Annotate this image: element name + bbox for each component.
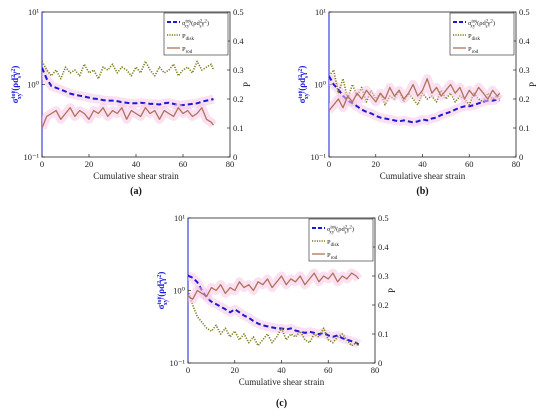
x-tick-label: 80 <box>371 365 380 375</box>
legend-label-sigma: σtot xy/(ρd2 sγ2) <box>182 20 209 30</box>
x-tick-label: 20 <box>85 159 94 169</box>
y-right-tick-label: 0 <box>233 152 237 162</box>
x-tick-label: 80 <box>512 159 521 169</box>
panel-label: (a) <box>130 186 142 197</box>
x-tick-label: 20 <box>231 365 240 375</box>
y-right-axis-label: P <box>387 288 397 293</box>
y-right-tick-label: 0.5 <box>519 7 530 17</box>
x-tick-label: 0 <box>40 159 44 169</box>
y-left-tick-label: 10⁰ <box>173 286 186 296</box>
x-tick-label: 20 <box>372 159 381 169</box>
y-right-tick-label: 0.2 <box>519 94 530 104</box>
x-tick-label: 0 <box>186 365 190 375</box>
legend: σtot xy/(ρd2 sγ2) Pdisk Prod <box>163 12 229 56</box>
y-right-tick-label: 0.5 <box>378 213 389 223</box>
y-left-tick-label: 10¹ <box>28 7 40 17</box>
y-left-axis-label: σtotxy/(ρd2sγ2) <box>10 66 23 104</box>
y-right-tick-label: 0.4 <box>519 36 530 46</box>
y-left-tick-label: 10¹ <box>174 213 186 223</box>
panel-label: (b) <box>416 186 428 197</box>
series-line-p-disk <box>188 290 360 347</box>
x-axis-label: Cumulative shear strain <box>93 171 179 181</box>
legend-label-rod: Prod <box>468 46 479 55</box>
y-right-tick-label: 0.4 <box>233 36 244 46</box>
y-right-tick-label: 0.1 <box>378 329 389 339</box>
series-line-sigma <box>42 67 214 107</box>
x-axis-label: Cumulative shear strain <box>239 377 325 387</box>
legend: σtot xy/(ρd2 sγ2) Pdisk Prod <box>449 12 515 56</box>
legend-label-sigma: σtot xy/(ρd2 sγ2) <box>468 20 495 30</box>
y-left-axis-label: σtotxy/(ρd2sγ2) <box>297 66 310 104</box>
x-tick-label: 40 <box>277 365 286 375</box>
y-left-axis-label: σtotxy/(ρd2sγ2) <box>156 272 169 310</box>
x-tick-label: 80 <box>226 159 235 169</box>
y-right-tick-label: 0.2 <box>378 300 389 310</box>
y-left-tick-label: 10⁻¹ <box>23 152 39 162</box>
legend-label-disk: Pdisk <box>468 33 480 42</box>
x-tick-label: 60 <box>465 159 474 169</box>
y-right-tick-label: 0.1 <box>519 123 530 133</box>
y-right-tick-label: 0.3 <box>519 65 530 75</box>
legend-label-sigma: σtot xy/(ρd2 sγ2) <box>327 226 354 236</box>
y-right-tick-label: 0.4 <box>378 242 389 252</box>
chart-panel-2: 0 20 40 60 80 10⁻¹ 10⁰ 10¹ 0 0.1 0.2 0.3 0.4 0.5 σtot x… <box>297 7 538 197</box>
y-right-tick-label: 0.3 <box>378 271 389 281</box>
series-line-sigma <box>329 75 500 124</box>
x-tick-label: 0 <box>327 159 331 169</box>
y-left-tick-label: 10¹ <box>315 7 327 17</box>
series-line-sigma <box>188 274 360 346</box>
y-right-tick-label: 0.1 <box>233 123 244 133</box>
legend: σtot xy/(ρd2 sγ2) Pdisk Prod <box>308 218 374 262</box>
series-line-p-rod <box>42 107 215 129</box>
panel-label: (c) <box>276 398 287 409</box>
y-left-tick-label: 10⁻¹ <box>169 358 185 368</box>
series-line-p-disk <box>42 60 215 80</box>
y-right-tick-label: 0 <box>519 152 523 162</box>
legend-label-rod: Prod <box>182 46 193 55</box>
x-tick-label: 40 <box>418 159 427 169</box>
y-right-axis-label: P <box>528 82 538 87</box>
y-left-tick-label: 10⁻¹ <box>310 152 326 162</box>
x-axis-label: Cumulative shear strain <box>380 171 466 181</box>
series-line-p-rod <box>329 78 501 112</box>
legend-label-disk: Pdisk <box>182 33 194 42</box>
chart-panel-3: 0 20 40 60 80 10⁻¹ 10⁰ 10¹ 0 0.1 0.2 0.3 0.4 0.5 σtot x… <box>156 213 397 409</box>
y-right-tick-label: 0 <box>378 358 382 368</box>
y-right-tick-label: 0.5 <box>233 7 244 17</box>
y-right-tick-label: 0.2 <box>233 94 244 104</box>
y-left-tick-label: 10⁰ <box>27 80 40 90</box>
y-right-tick-label: 0.3 <box>233 65 244 75</box>
x-tick-label: 40 <box>132 159 141 169</box>
y-right-axis-label: P <box>242 82 252 87</box>
legend-label-disk: Pdisk <box>327 239 339 248</box>
x-tick-label: 60 <box>324 365 333 375</box>
series-line-p-rod <box>188 272 360 300</box>
y-left-tick-label: 10⁰ <box>314 80 327 90</box>
chart-panel-1: 0 20 40 60 80 10⁻¹ 10⁰ 10¹ 0 0.1 0.2 0.3 0.4 0.5 σtot x… <box>10 7 252 197</box>
legend-label-rod: Prod <box>327 252 338 261</box>
x-tick-label: 60 <box>179 159 188 169</box>
